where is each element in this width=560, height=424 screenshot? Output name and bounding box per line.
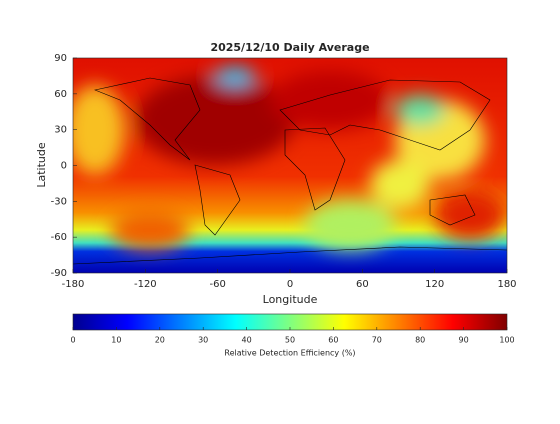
y-axis-label: Latitude xyxy=(35,142,48,188)
x-tick-label: 120 xyxy=(425,279,444,290)
colorbar-tick-label: 10 xyxy=(111,336,121,345)
y-tick-label: 90 xyxy=(54,53,67,64)
y-tick-label: 0 xyxy=(61,161,67,172)
y-tick-label: -60 xyxy=(51,232,67,243)
y-tick-label: 60 xyxy=(54,89,67,100)
y-tick-label: -90 xyxy=(51,268,67,279)
y-tick-label: -30 xyxy=(51,196,67,207)
colorbar-tick-label: 0 xyxy=(70,336,75,345)
x-tick-label: -60 xyxy=(209,279,225,290)
colorbar-tick-label: 100 xyxy=(499,336,514,345)
colorbar-tick-label: 60 xyxy=(328,336,338,345)
colorbar-tick-label: 50 xyxy=(285,336,295,345)
chart-title: 2025/12/10 Daily Average xyxy=(210,41,369,54)
map-field xyxy=(73,58,507,273)
colorbar-tick-label: 20 xyxy=(155,336,165,345)
colorbar-tick-label: 80 xyxy=(415,336,425,345)
x-tick-label: -120 xyxy=(134,279,157,290)
colorbar-tick-label: 90 xyxy=(459,336,469,345)
x-axis-label: Longitude xyxy=(263,293,318,306)
x-tick-label: 0 xyxy=(287,279,293,290)
colorbar-tick-label: 70 xyxy=(372,336,382,345)
y-tick-label: 30 xyxy=(54,125,67,136)
colorbar-tick-label: 40 xyxy=(242,336,252,345)
x-tick-label: 60 xyxy=(356,279,369,290)
colorbar-label: Relative Detection Efficiency (%) xyxy=(224,349,355,358)
x-tick-label: -180 xyxy=(62,279,85,290)
x-tick-label: 180 xyxy=(497,279,516,290)
colorbar-tick-label: 30 xyxy=(198,336,208,345)
